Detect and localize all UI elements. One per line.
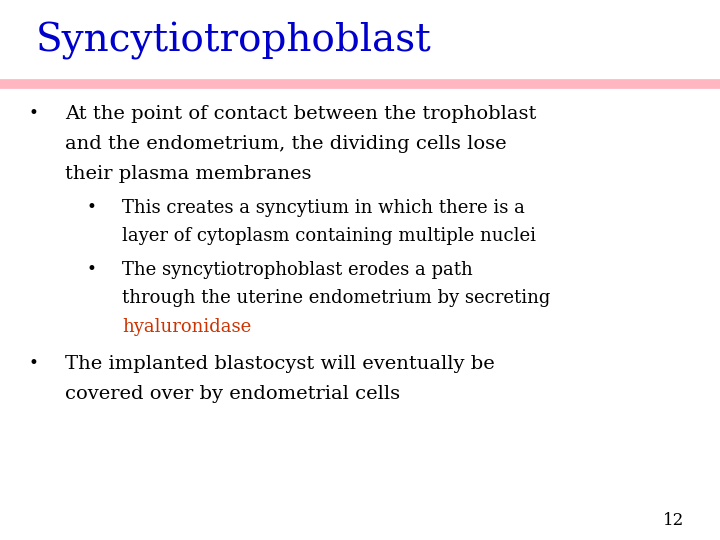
Text: hyaluronidase: hyaluronidase — [122, 318, 252, 335]
Text: •: • — [86, 261, 96, 278]
Text: 12: 12 — [662, 512, 684, 529]
Text: through the uterine endometrium by secreting: through the uterine endometrium by secre… — [122, 289, 551, 307]
Text: •: • — [86, 199, 96, 215]
Text: their plasma membranes: their plasma membranes — [65, 165, 311, 183]
Text: covered over by endometrial cells: covered over by endometrial cells — [65, 385, 400, 403]
Text: This creates a syncytium in which there is a: This creates a syncytium in which there … — [122, 199, 526, 217]
Text: At the point of contact between the trophoblast: At the point of contact between the trop… — [65, 105, 536, 123]
Text: Syncytiotrophoblast: Syncytiotrophoblast — [36, 22, 432, 59]
Text: The syncytiotrophoblast erodes a path: The syncytiotrophoblast erodes a path — [122, 261, 473, 279]
Text: and the endometrium, the dividing cells lose: and the endometrium, the dividing cells … — [65, 135, 506, 153]
Text: layer of cytoplasm containing multiple nuclei: layer of cytoplasm containing multiple n… — [122, 227, 536, 245]
Text: The implanted blastocyst will eventually be: The implanted blastocyst will eventually… — [65, 355, 495, 373]
Text: •: • — [29, 105, 39, 122]
Text: •: • — [29, 355, 39, 372]
